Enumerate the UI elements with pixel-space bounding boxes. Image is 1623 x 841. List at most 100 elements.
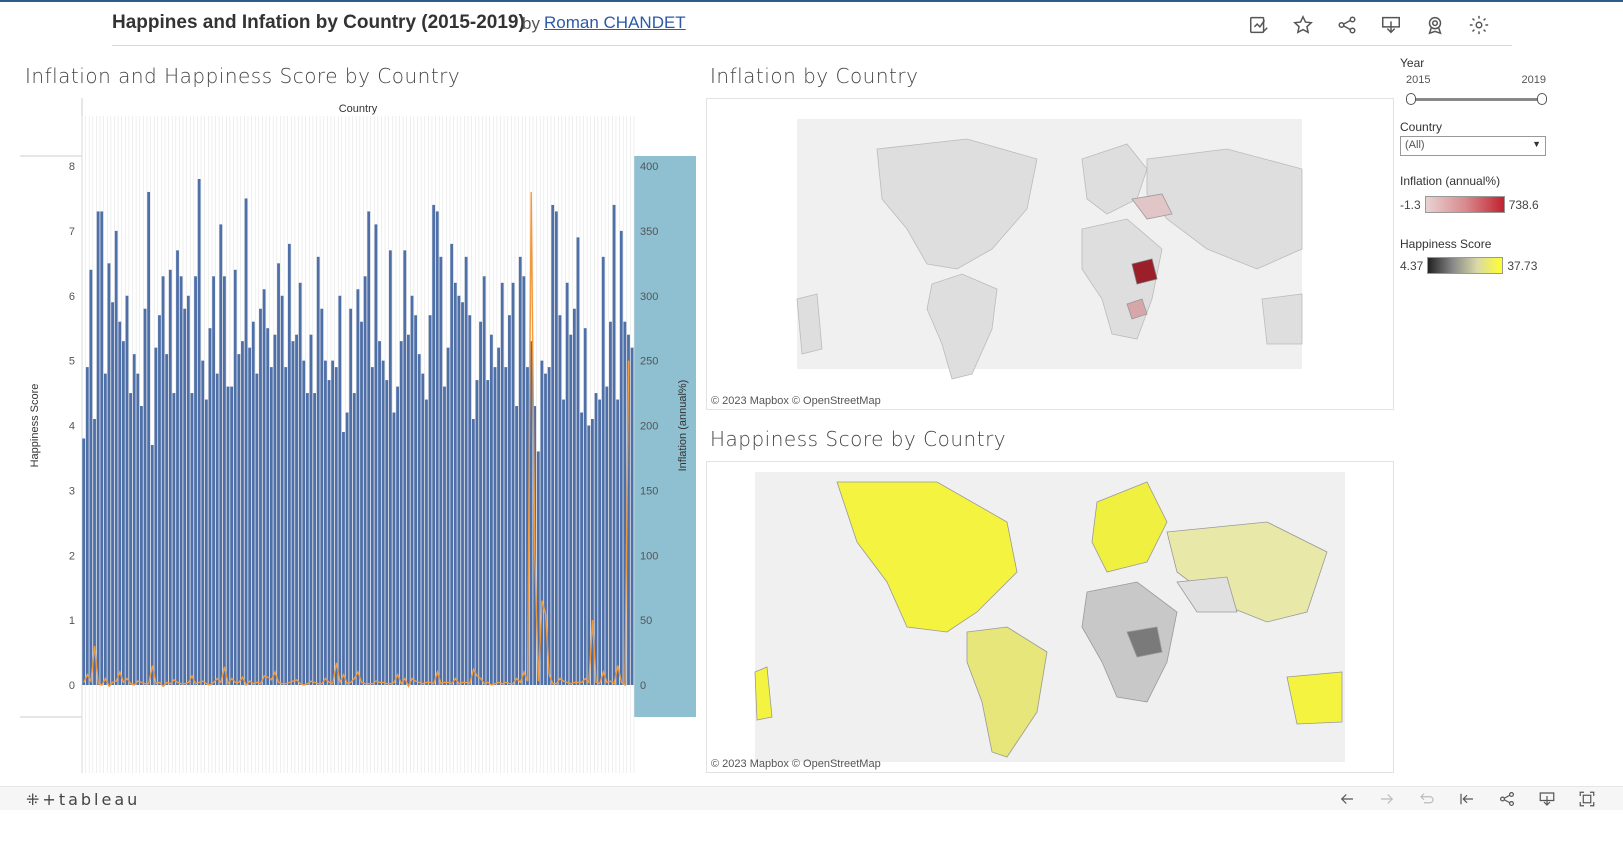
author-link[interactable]: Roman CHANDET [544,13,686,32]
happiness-bar [562,399,565,685]
year-slider-max-handle[interactable] [1537,93,1547,105]
y-tick-label: 2 [69,550,75,562]
happiness-bar [85,367,89,685]
happiness-bar [251,321,255,685]
x-axis-title: Country [339,103,378,115]
happiness-bar [233,269,237,685]
revert-icon[interactable] [1415,788,1439,810]
y-tick-label: 1 [69,615,75,627]
happiness-bar [471,419,475,685]
country-filter: Country (All) ▼ [1400,120,1560,156]
happiness-bar [518,256,522,685]
happiness-bar [374,224,378,685]
happiness-bar [508,315,511,685]
happiness-bar [150,444,154,685]
fullscreen-icon[interactable] [1575,788,1599,810]
happiness-bar [345,412,349,685]
redo-icon[interactable] [1375,788,1399,810]
happiness-legend-min: 4.37 [1400,258,1424,273]
star-icon[interactable] [1288,10,1318,40]
happiness-bar [580,412,583,685]
year-slider-track[interactable] [1410,98,1544,101]
happiness-bar [360,321,363,685]
happiness-bar [154,347,158,685]
reset-icon[interactable] [1455,788,1479,810]
download-icon[interactable] [1376,10,1406,40]
happiness-bar [500,282,504,685]
happiness-bar [381,360,385,685]
inflation-legend: Inflation (annual%) -1.3 738.6 [1400,174,1560,213]
happiness-bar [190,393,194,685]
happiness-bar [132,354,136,685]
download-icon[interactable] [1535,788,1559,810]
y-tick-label: 0 [69,680,75,692]
year-min-label: 2015 [1406,74,1431,86]
happiness-bar [453,282,457,685]
inflation-legend-max: 738.6 [1508,197,1539,212]
happiness-bar [118,321,122,685]
happiness-bar [587,425,591,685]
happiness-bar [547,367,551,685]
award-icon[interactable] [1420,10,1450,40]
happiness-bar [262,289,266,685]
happiness-bar [176,250,179,685]
y-tick-label: 5 [69,356,75,368]
happiness-bar [356,289,360,685]
happiness-bar [551,204,555,686]
happiness-bar [627,334,630,685]
happiness-bar [273,334,277,685]
happiness-bar [327,380,331,685]
inflation-map[interactable]: © 2023 Mapbox © OpenStreetMap [706,98,1394,410]
country-select[interactable]: (All) ▼ [1400,136,1546,156]
inflation-color-ramp [1424,196,1505,213]
happiness-bar [425,399,428,685]
share-icon[interactable] [1495,788,1519,810]
happiness-legend: Happiness Score 4.37 37.73 [1400,237,1560,274]
happiness-bar [450,243,454,685]
tableau-footer: ⁜+tableau [0,786,1623,810]
y2-tick-label: 400 [640,161,658,173]
happiness-bar [186,295,190,685]
footer-spacer [0,810,1623,841]
happiness-bar [226,386,230,685]
chart-svg: Country Happiness Score Inflation (annual%… [20,98,696,773]
country-filter-label: Country [1400,120,1443,134]
happiness-legend-max: 37.73 [1507,258,1538,273]
happiness-bar [623,321,627,685]
happiness-bar [230,386,234,685]
happiness-bar [244,198,248,685]
happiness-inflation-chart[interactable]: Country Happiness Score Inflation (annual%… [20,98,720,788]
bar-chart-title: Inflation and Happiness Score by Country [25,64,461,88]
happiness-bar [338,295,342,685]
year-slider-min-handle[interactable] [1406,93,1416,105]
year-filter-label: Year [1400,56,1425,70]
happiness-bar [324,360,327,685]
edit-icon[interactable] [1244,10,1274,40]
happiness-map[interactable]: © 2023 Mapbox © OpenStreetMap [706,461,1394,773]
happiness-bar [605,386,609,685]
happiness-bar [212,276,215,685]
happiness-bar [259,308,262,685]
happiness-bar [219,224,223,685]
happiness-bar [280,295,284,685]
gear-icon[interactable] [1464,10,1494,40]
share-icon[interactable] [1332,10,1362,40]
happiness-bar [96,211,100,685]
happiness-bar [565,282,569,685]
happiness-map-canvas [754,472,1345,762]
happiness-bar [515,406,519,685]
happiness-bar [522,276,526,685]
happiness-bar [482,276,486,685]
happiness-bar [143,308,147,685]
happiness-bar [439,256,443,685]
tableau-logo[interactable]: ⁜+tableau [26,790,141,809]
happiness-bar [540,360,544,685]
happiness-bar [363,276,367,685]
happiness-bar [497,347,501,685]
happiness-bar [435,211,439,685]
happiness-bar [241,341,244,685]
happiness-bar [298,282,302,685]
dashboard-header: Happines and Infation by Country (2015-2… [112,8,1512,46]
undo-icon[interactable] [1335,788,1359,810]
inflation-map-canvas [796,119,1303,380]
